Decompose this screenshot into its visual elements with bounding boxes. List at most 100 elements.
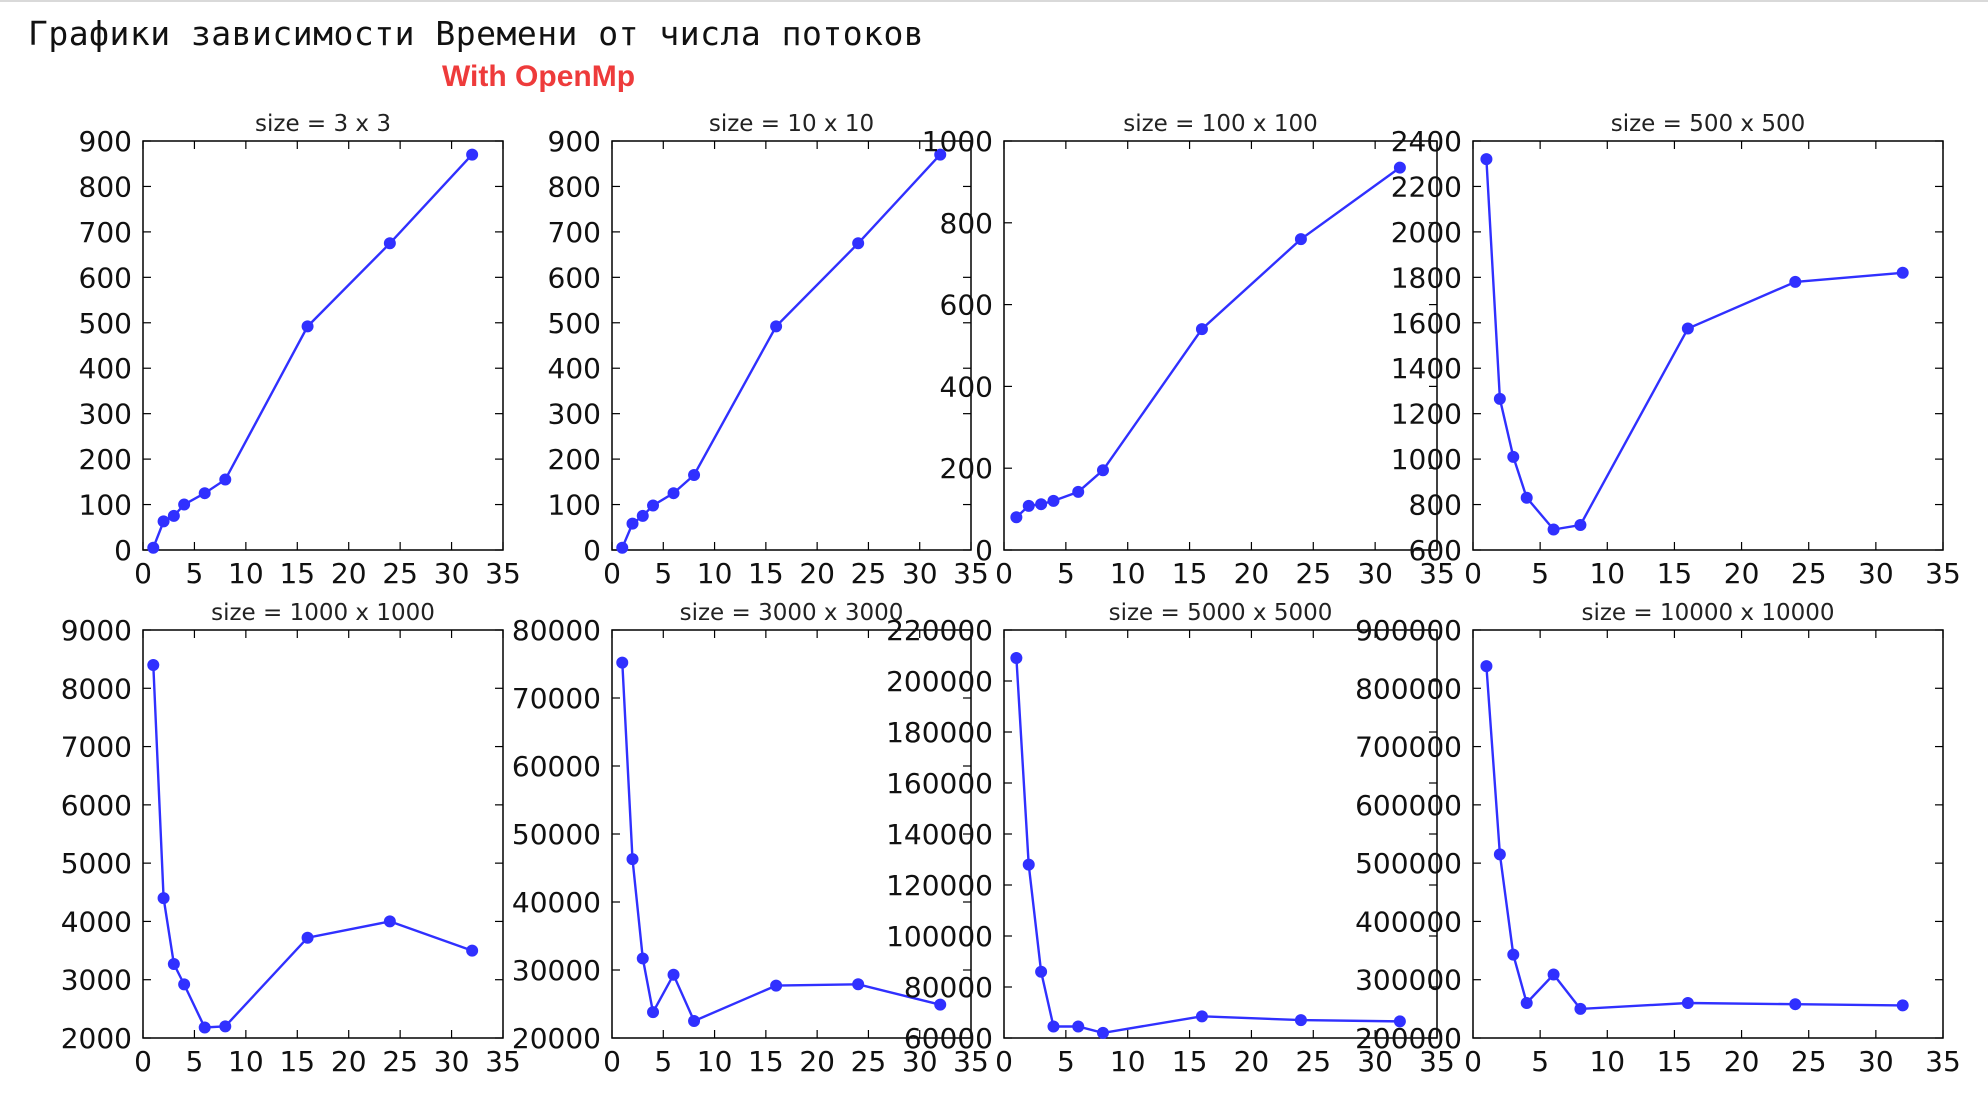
x-tick-label: 5 (1057, 557, 1075, 590)
x-tick-label: 35 (1419, 1045, 1455, 1078)
chart-title: size = 5000 x 5000 (1109, 600, 1333, 626)
y-tick-label: 500 (548, 307, 601, 340)
data-point (1096, 464, 1109, 477)
x-tick-label: 0 (134, 1045, 152, 1078)
data-point (147, 658, 160, 671)
x-tick-label: 20 (1724, 557, 1760, 590)
page-title: Графики зависимости Времени от числа пот… (28, 14, 925, 53)
data-point (1480, 660, 1493, 673)
x-tick-label: 25 (382, 1045, 418, 1078)
y-tick-label: 700 (548, 216, 601, 249)
x-tick-label: 15 (1172, 557, 1208, 590)
series-line (152, 664, 473, 1029)
data-point (647, 499, 660, 512)
y-tick-label: 300 (548, 398, 601, 431)
data-point (301, 320, 314, 333)
data-point (1574, 519, 1587, 532)
data-point (1393, 161, 1406, 174)
data-point (1047, 1020, 1060, 1033)
y-tick-label: 9000 (61, 614, 132, 647)
data-point (1010, 652, 1023, 665)
data-point (1681, 997, 1694, 1010)
y-tick-label: 100 (79, 489, 132, 522)
page-subtitle: With OpenMp (442, 60, 636, 93)
y-tick-label: 0 (583, 534, 601, 567)
y-tick-label: 700 (79, 216, 132, 249)
y-tick-label: 600 (79, 261, 132, 294)
y-tick-label: 70000 (512, 682, 601, 715)
x-tick-label: 25 (1791, 1045, 1827, 1078)
x-tick-label: 30 (902, 1045, 938, 1078)
data-point (667, 487, 680, 500)
data-point (852, 237, 865, 250)
y-tick-label: 800 (1409, 489, 1462, 522)
data-point (1574, 1002, 1587, 1015)
data-point (1507, 948, 1520, 961)
y-tick-label: 200 (79, 443, 132, 476)
plot-frame (142, 140, 504, 551)
data-point (1789, 998, 1802, 1011)
chart-panel-5: size = 1000 x 1000 0 5 10 15 20 25 30 35 2000 3000… (61, 600, 521, 1078)
x-tick-label: 35 (485, 1045, 521, 1078)
x-tick-label: 35 (953, 1045, 989, 1078)
x-tick-label: 20 (799, 557, 835, 590)
data-point (147, 541, 160, 554)
x-tick-label: 10 (1110, 1045, 1146, 1078)
x-tick-label: 25 (851, 1045, 887, 1078)
data-point (466, 148, 479, 161)
y-tick-label: 7000 (61, 731, 132, 764)
data-point (1022, 858, 1035, 871)
data-point (1294, 233, 1307, 246)
x-tick-label: 35 (1925, 557, 1961, 590)
x-tick-label: 10 (228, 557, 264, 590)
data-point (178, 978, 191, 991)
x-tick-label: 25 (851, 557, 887, 590)
x-tick-label: 10 (228, 1045, 264, 1078)
x-tick-label: 20 (331, 557, 367, 590)
y-tick-label: 100000 (886, 920, 993, 953)
y-tick-label: 3000 (61, 964, 132, 997)
x-tick-label: 0 (603, 557, 621, 590)
series-line (1015, 657, 1400, 1035)
y-tick-label: 6000 (61, 789, 132, 822)
y-tick-label: 300000 (1355, 964, 1462, 997)
x-tick-label: 30 (1357, 1045, 1393, 1078)
x-tick-label: 30 (1858, 1045, 1894, 1078)
y-tick-label: 200000 (1355, 1022, 1462, 1055)
data-point (1096, 1026, 1109, 1039)
y-tick-label: 900 (79, 125, 132, 158)
y-tick-label: 60000 (904, 1022, 993, 1055)
x-tick-label: 20 (331, 1045, 367, 1078)
chart-panel-7: size = 5000 x 50000 5 10 15 20 25 30 3560000800… (886, 600, 1455, 1078)
data-point (770, 979, 783, 992)
series-line (1485, 666, 1903, 1011)
x-tick-label: 25 (382, 557, 418, 590)
data-point (1022, 499, 1035, 512)
data-point (934, 998, 947, 1011)
x-tick-label: 15 (1172, 1045, 1208, 1078)
data-point (157, 892, 170, 905)
x-tick-label: 10 (697, 557, 733, 590)
x-tick-label: 15 (1657, 1045, 1693, 1078)
series-line (1485, 159, 1903, 531)
data-point (636, 952, 649, 965)
y-tick-label: 900000 (1355, 614, 1462, 647)
data-point (626, 853, 639, 866)
x-tick-label: 30 (434, 557, 470, 590)
chart-title: size = 10 x 10 (709, 111, 874, 137)
x-tick-label: 20 (1234, 557, 1270, 590)
data-point (1493, 848, 1506, 861)
y-tick-label: 400 (79, 352, 132, 385)
data-point (198, 487, 211, 500)
y-tick-label: 1200 (1391, 398, 1462, 431)
y-tick-label: 800 (940, 207, 993, 240)
data-point (1294, 1014, 1307, 1027)
y-tick-label: 40000 (512, 886, 601, 919)
chart-title: size = 10000 x 10000 (1581, 600, 1834, 626)
x-tick-label: 15 (1657, 557, 1693, 590)
y-tick-label: 50000 (512, 818, 601, 851)
data-point (1547, 968, 1560, 981)
y-tick-label: 20000 (512, 1022, 601, 1055)
y-tick-label: 600 (940, 289, 993, 322)
data-point (1493, 392, 1506, 405)
